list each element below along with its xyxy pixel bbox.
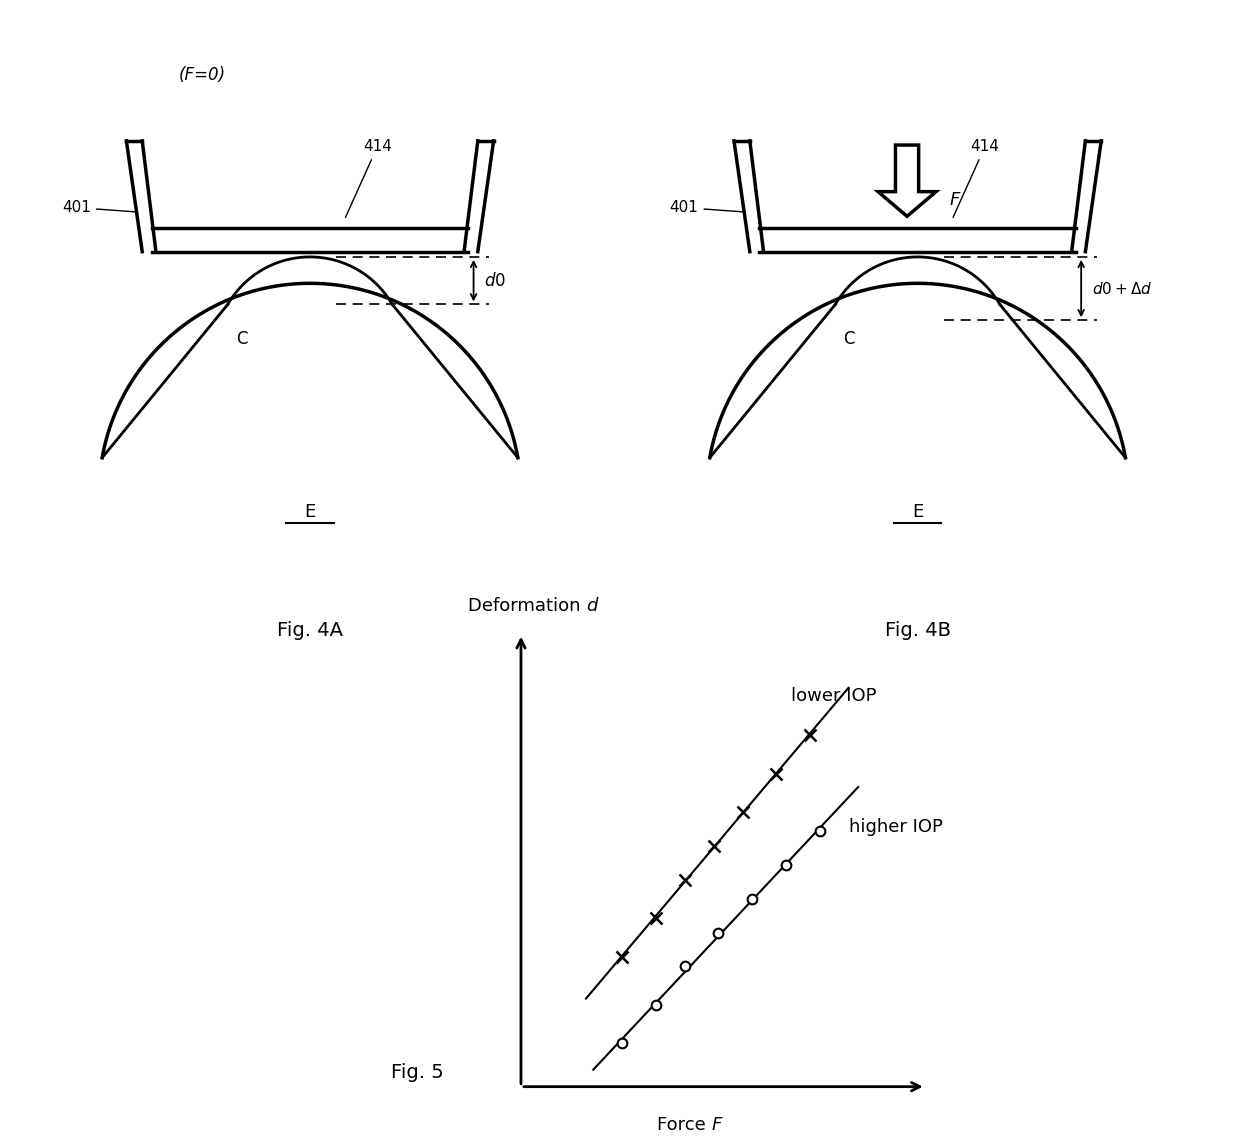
Text: Fig. 4A: Fig. 4A — [277, 621, 343, 640]
Text: Deformation: Deformation — [467, 596, 587, 615]
Text: C: C — [843, 330, 854, 348]
Text: $F$: $F$ — [950, 190, 962, 209]
Text: 414: 414 — [346, 140, 392, 218]
Text: $d$: $d$ — [587, 596, 599, 615]
Text: E: E — [911, 502, 924, 521]
Text: Force: Force — [657, 1116, 712, 1133]
Text: higher IOP: higher IOP — [848, 818, 942, 835]
Text: C: C — [236, 330, 247, 348]
Text: Fig. 4B: Fig. 4B — [884, 621, 951, 640]
Polygon shape — [878, 145, 936, 217]
Text: (F=0): (F=0) — [179, 67, 226, 84]
Text: $d0+\Delta d$: $d0+\Delta d$ — [1091, 281, 1152, 297]
Text: 401: 401 — [670, 200, 743, 216]
Text: $d0$: $d0$ — [484, 272, 506, 290]
Text: lower IOP: lower IOP — [791, 687, 877, 705]
Text: 414: 414 — [954, 140, 999, 218]
Text: 401: 401 — [62, 200, 135, 216]
Text: $F$: $F$ — [712, 1116, 724, 1133]
Text: Fig. 5: Fig. 5 — [391, 1063, 444, 1082]
Text: E: E — [304, 502, 316, 521]
